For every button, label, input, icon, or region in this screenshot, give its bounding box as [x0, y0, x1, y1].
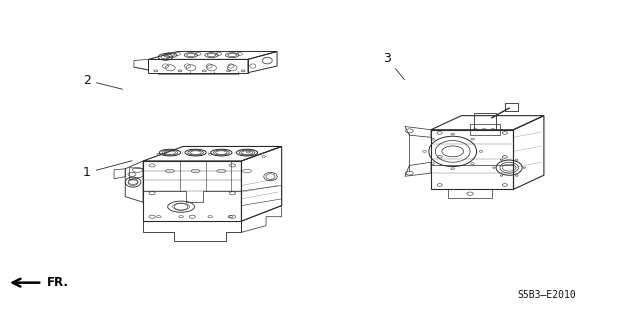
Text: 1: 1 [83, 161, 132, 179]
Text: 2: 2 [83, 74, 122, 89]
Text: FR.: FR. [47, 276, 69, 289]
Text: 3: 3 [383, 52, 404, 80]
Text: S5B3–E2010: S5B3–E2010 [517, 291, 576, 300]
